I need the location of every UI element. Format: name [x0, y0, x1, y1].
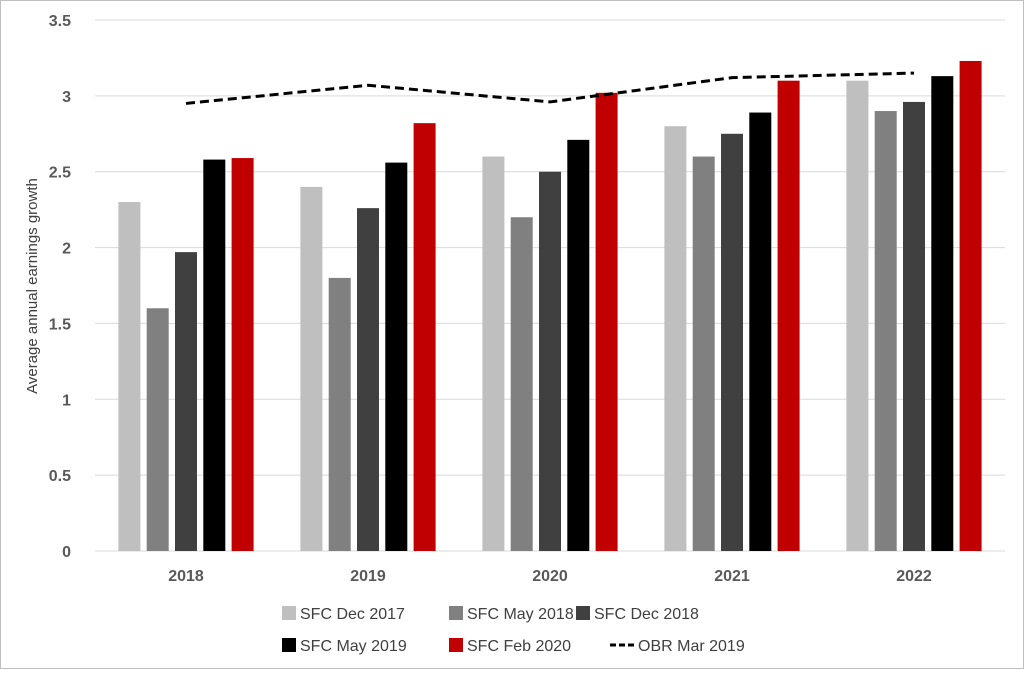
y-axis-title: Average annual earnings growth	[24, 178, 41, 394]
bar-sfc-feb-2020	[232, 158, 254, 551]
legend-swatch	[576, 606, 590, 620]
x-tick-label: 2021	[714, 568, 750, 585]
y-tick-label: 3.5	[49, 13, 71, 30]
bar-sfc-dec-2018	[903, 102, 925, 551]
x-tick-label: 2019	[350, 568, 386, 585]
legend-swatch	[449, 638, 463, 652]
bar-sfc-dec-2017	[664, 126, 686, 551]
bar-sfc-dec-2018	[539, 172, 561, 551]
legend-label: SFC Dec 2018	[594, 606, 699, 623]
y-tick-label: 3	[62, 89, 71, 106]
bar-sfc-may-2019	[567, 140, 589, 551]
legend-label: SFC May 2018	[467, 606, 574, 623]
bar-sfc-dec-2017	[482, 157, 504, 551]
bar-sfc-dec-2018	[721, 134, 743, 551]
legend-label: SFC Dec 2017	[300, 606, 405, 623]
x-tick-label: 2022	[896, 568, 932, 585]
legend-label: SFC May 2019	[300, 638, 407, 655]
bar-sfc-may-2018	[875, 111, 897, 551]
x-tick-label: 2018	[168, 568, 204, 585]
legend-swatch	[282, 606, 296, 620]
bar-sfc-dec-2017	[300, 187, 322, 551]
bar-sfc-dec-2018	[357, 208, 379, 551]
bar-sfc-feb-2020	[414, 123, 436, 551]
bar-sfc-may-2018	[693, 157, 715, 551]
y-tick-label: 2.5	[49, 165, 71, 182]
legend-swatch	[449, 606, 463, 620]
line-obr-mar-2019	[186, 73, 914, 103]
x-tick-label: 2020	[532, 568, 568, 585]
bar-sfc-dec-2017	[846, 81, 868, 551]
bar-sfc-may-2018	[329, 278, 351, 551]
bar-sfc-may-2019	[749, 113, 771, 551]
y-tick-label: 2	[62, 241, 71, 258]
bar-sfc-dec-2018	[175, 252, 197, 551]
bar-sfc-dec-2017	[118, 202, 140, 551]
bar-sfc-feb-2020	[778, 81, 800, 551]
bar-sfc-feb-2020	[960, 61, 982, 551]
bar-sfc-may-2018	[147, 308, 169, 551]
legend-label: OBR Mar 2019	[638, 638, 745, 655]
bar-sfc-may-2019	[203, 160, 225, 551]
y-tick-label: 1.5	[49, 316, 71, 333]
legend-swatch	[282, 638, 296, 652]
legend-label: SFC Feb 2020	[467, 638, 571, 655]
y-tick-label: 1	[62, 392, 71, 409]
y-tick-label: 0	[62, 544, 71, 561]
y-tick-label: 0.5	[49, 468, 71, 485]
bar-sfc-may-2018	[511, 217, 533, 551]
bar-sfc-feb-2020	[596, 93, 618, 551]
bar-sfc-may-2019	[385, 163, 407, 551]
bar-sfc-may-2019	[931, 76, 953, 551]
